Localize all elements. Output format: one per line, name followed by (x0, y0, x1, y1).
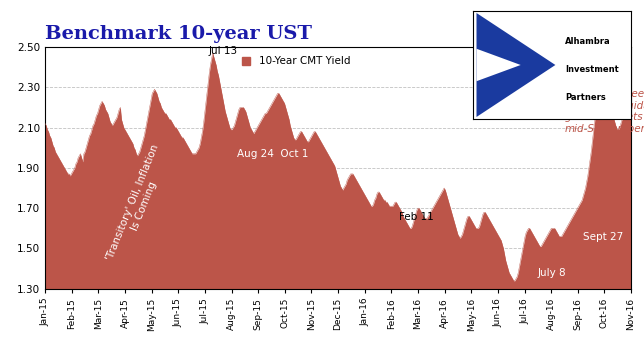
Polygon shape (477, 49, 520, 81)
Text: Jul 13: Jul 13 (209, 46, 238, 56)
Text: July 8: July 8 (538, 268, 567, 278)
Text: have there been
dramatic liquidations in
global markets since
mid-September?: have there been dramatic liquidations in… (565, 89, 644, 134)
Text: Partners: Partners (565, 93, 605, 102)
Text: Alhambra: Alhambra (565, 37, 611, 45)
Text: Investment: Investment (565, 65, 619, 74)
Text: Sept 27: Sept 27 (583, 232, 623, 242)
Polygon shape (477, 13, 555, 117)
Legend: 10-Year CMT Yield: 10-Year CMT Yield (238, 52, 354, 70)
Text: 'Transitory' Oil, Inflation
Is Coming: 'Transitory' Oil, Inflation Is Coming (105, 143, 171, 266)
Text: Benchmark 10-year UST: Benchmark 10-year UST (45, 25, 312, 43)
Text: Feb 11: Feb 11 (399, 212, 434, 222)
Text: Aug 24  Oct 1: Aug 24 Oct 1 (237, 149, 308, 159)
